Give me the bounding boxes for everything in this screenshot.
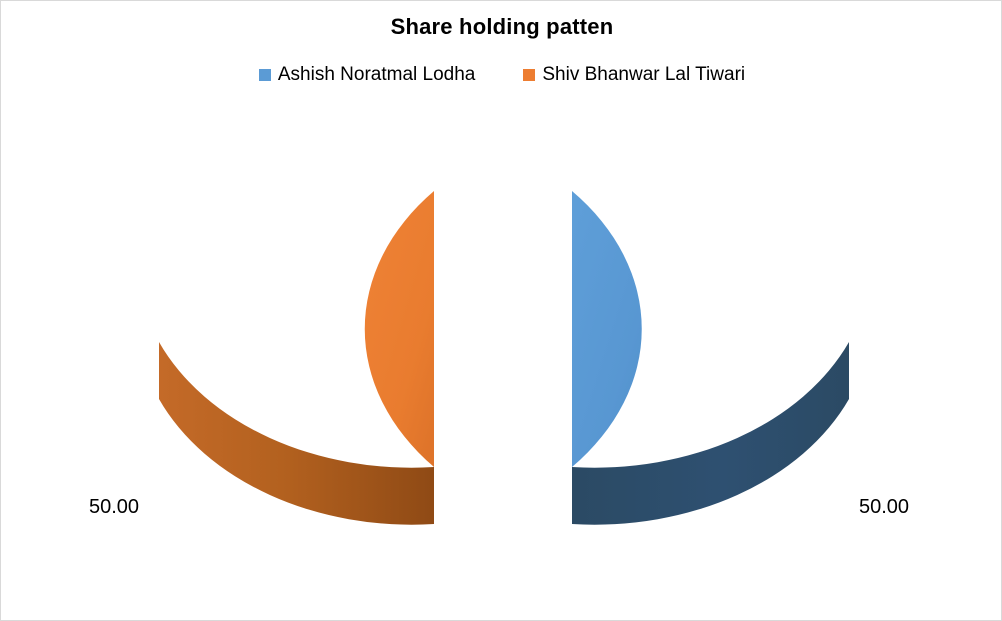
- chart-title: Share holding patten: [390, 14, 614, 39]
- pie-slice-top-face: [572, 191, 642, 467]
- legend-item-shiv-bhanwar-lal-tiwari[interactable]: Shiv Bhanwar Lal Tiwari: [523, 65, 745, 84]
- square-marker-icon: [523, 68, 536, 81]
- pie-slice-shiv-bhanwar-lal-tiwari[interactable]: [159, 191, 434, 525]
- pie-slice-ashish-noratmal-lodha[interactable]: [572, 191, 849, 525]
- chart-legend: Ashish Noratmal Lodha Shiv Bhanwar Lal T…: [1, 64, 1001, 85]
- data-label-shiv-bhanwar-lal-tiwari: 50.00: [89, 496, 140, 518]
- pie-chart-graphic: [159, 191, 849, 525]
- pie-slice-top-face: [364, 191, 434, 467]
- data-label-ashish-noratmal-lodha: 50.00: [859, 496, 910, 518]
- legend-item-label: Ashish Noratmal Lodha: [277, 64, 476, 85]
- pie-slice-side-wall: [572, 342, 849, 525]
- legend-item-ashish-noratmal-lodha[interactable]: Ashish Noratmal Lodha: [258, 64, 476, 85]
- plot-area: 50.00 50.00: [1, 121, 1001, 620]
- square-marker-icon: [258, 68, 271, 81]
- legend-item-label: Shiv Bhanwar Lal Tiwari: [542, 64, 746, 85]
- pie-slice-side-wall: [159, 342, 434, 525]
